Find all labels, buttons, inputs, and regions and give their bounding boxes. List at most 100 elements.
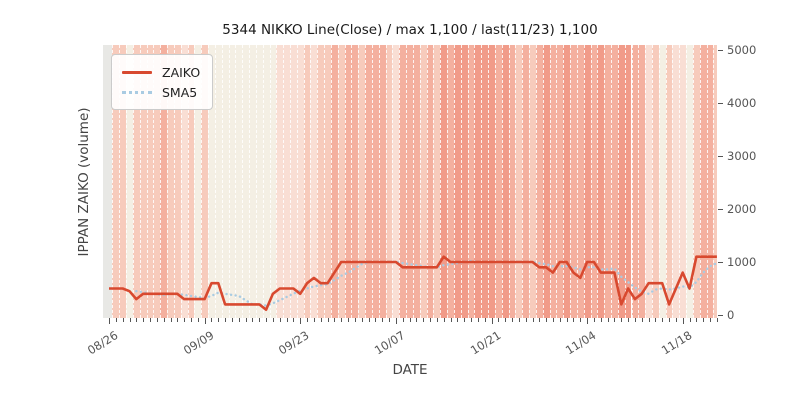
x-tick-mark [307,318,309,322]
x-tick-mark [696,318,698,322]
plot-area [103,45,717,318]
y-tick-label: 5000 [727,43,757,57]
x-tick-mark [259,318,261,322]
y-tick-mark [718,261,723,263]
x-tick-mark [361,318,363,322]
x-tick-mark [163,318,165,322]
x-tick-mark [334,318,336,322]
x-tick-mark [320,318,322,322]
x-tick-mark [573,318,575,322]
legend: ZAIKO SMA5 [111,54,214,110]
x-tick-mark [457,318,459,322]
x-tick-mark [484,318,486,322]
heat-stripes [103,45,717,318]
x-tick-mark [238,318,240,322]
x-tick-mark [641,318,643,322]
x-tick-mark [341,318,343,322]
x-tick-mark [512,318,513,322]
x-tick-mark [156,318,158,322]
y-tick-label: 2000 [727,202,757,216]
x-tick-mark [191,318,192,322]
x-tick-mark [313,318,315,322]
x-tick-mark [266,318,268,322]
x-tick-mark [553,318,554,322]
x-tick-mark [225,318,227,322]
x-tick-mark [662,318,664,322]
x-tick-mark [593,318,595,322]
x-tick-mark [450,318,452,322]
x-tick-mark [430,318,431,322]
x-tick-mark [115,318,117,322]
x-tick-mark [109,318,110,324]
series-canvas [109,255,717,312]
x-tick-mark [532,318,534,322]
x-tick-mark [293,318,295,322]
x-tick-mark [689,318,691,322]
y-tick-mark [718,314,723,316]
x-tick-mark [471,318,472,322]
x-tick-mark [375,318,377,322]
x-tick-mark [286,318,288,322]
x-tick-mark [587,318,589,324]
x-tick-mark [675,318,677,322]
legend-item-sma5: SMA5 [122,82,200,102]
x-tick-mark [382,318,384,322]
x-tick-mark [546,318,548,322]
x-tick-mark [245,318,247,322]
x-tick-mark [498,318,500,322]
y-tick-label: 4000 [727,96,757,110]
x-tick-mark [197,318,199,322]
x-tick-mark [436,318,438,322]
x-tick-mark [177,318,179,322]
x-tick-mark [443,318,445,322]
x-tick-mark [655,318,657,322]
x-tick-mark [279,318,281,322]
y-tick-mark [718,155,723,157]
x-tick-mark [184,318,186,322]
x-tick-mark [395,318,397,324]
x-tick-mark [634,318,636,322]
y-tick-label: 1000 [727,255,757,269]
x-tick-mark [252,318,254,322]
x-tick-mark [566,318,568,322]
x-tick-mark [477,318,479,322]
x-tick-mark [539,318,541,322]
x-tick-mark [600,318,602,322]
x-tick-mark [136,318,138,322]
y-axis-label: IPPAN ZAIKO (volume) [76,107,92,257]
x-tick-mark [389,318,390,322]
x-tick-mark [170,318,172,322]
x-tick-mark [580,318,582,322]
x-tick-mark [122,318,124,322]
x-tick-mark [559,318,561,322]
x-tick-mark [669,318,671,322]
legend-label-zaiko: ZAIKO [162,64,201,80]
x-tick-mark [423,318,425,322]
x-tick-mark [518,318,520,322]
x-tick-mark [204,318,206,324]
x-tick-mark [716,318,718,322]
x-tick-mark [621,318,623,322]
sma5-line-swatch [122,90,152,94]
x-tick-mark [150,318,151,322]
x-tick-mark [211,318,213,322]
x-tick-mark [614,318,616,322]
x-tick-mark [464,318,466,322]
x-axis-label: DATE [392,362,428,378]
zaiko-line-swatch [122,70,152,74]
x-tick-mark [628,318,630,322]
x-tick-mark [143,318,145,322]
y-tick-mark [718,102,723,104]
x-tick-mark [607,318,609,322]
x-tick-mark [416,318,418,322]
x-tick-mark [682,318,684,324]
legend-item-zaiko: ZAIKO [122,62,200,82]
x-tick-mark [231,318,233,322]
x-tick-mark [218,318,220,322]
x-tick-mark [710,318,711,322]
x-tick-mark [505,318,507,322]
y-tick-label: 0 [727,308,735,322]
y-tick-mark [718,49,723,51]
y-tick-mark [718,208,723,210]
